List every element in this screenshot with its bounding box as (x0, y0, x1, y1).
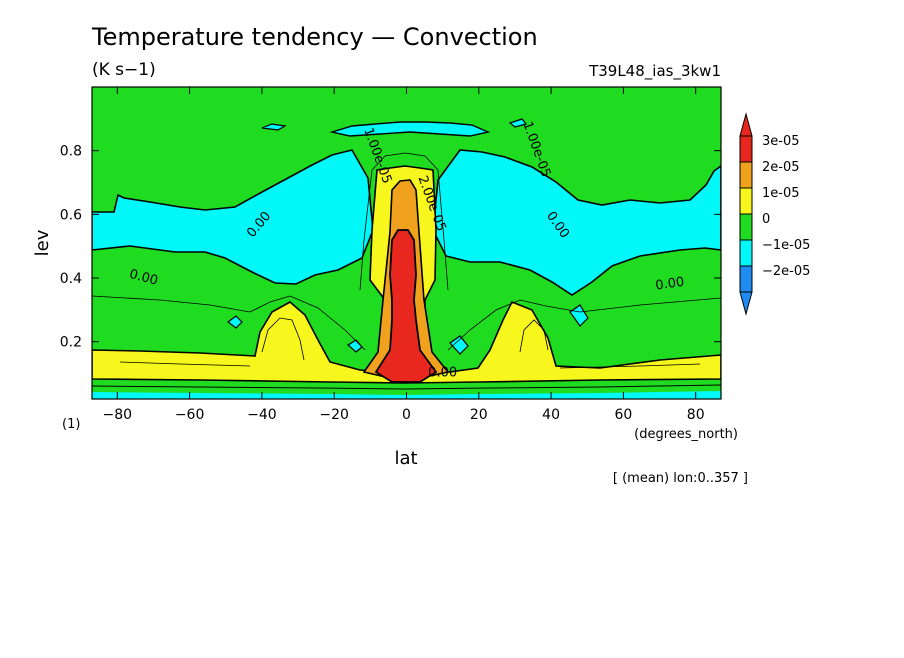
colorbar-label: 0 (762, 212, 770, 227)
chart-title: Temperature tendency — Convection (91, 23, 538, 51)
colorbar-swatch (739, 239, 753, 267)
negative-band-south (92, 149, 374, 285)
y-tick-label: 0.4 (60, 271, 82, 287)
x-axis-label: lat (394, 448, 417, 469)
x-tick-label: −40 (247, 407, 277, 423)
contour-label: 0.00 (428, 366, 457, 381)
x-tick-label: 80 (687, 407, 705, 423)
contour-line-north-core (519, 319, 549, 353)
negative-spot-1 (227, 315, 243, 329)
contour-line-yellow-inner (119, 361, 701, 369)
y-axis-ticks: 0.2 0.4 0.6 0.8 (60, 144, 721, 351)
y-axis-label: lev (32, 229, 53, 256)
y-axis-units: (1) (62, 417, 80, 432)
band-3e-05 (374, 229, 438, 383)
x-axis-units: (degrees_north) (634, 427, 738, 442)
colorbar-swatch (739, 161, 753, 189)
y-tick-label: 0.2 (60, 335, 82, 351)
x-tick-label: −60 (175, 407, 205, 423)
x-axis-ticks: −80 −60 −40 −20 0 20 40 60 80 (103, 87, 705, 423)
x-tick-label: 0 (402, 407, 411, 423)
x-tick-label: 40 (542, 407, 560, 423)
colorbar-swatch (739, 187, 753, 215)
contour-line-south-core (261, 317, 305, 361)
x-tick-label: −80 (103, 407, 133, 423)
colorbar-label: −2e-05 (762, 264, 810, 279)
contour-line-bottom (92, 384, 721, 390)
negative-spot-3 (449, 335, 469, 355)
negative-patch-top-right (508, 118, 528, 128)
colorbar-label: 2e-05 (762, 160, 800, 175)
negative-patch-top-left (261, 123, 287, 131)
plot-area (92, 87, 721, 399)
x-tick-label: 20 (470, 407, 488, 423)
y-tick-label: 0.6 (60, 207, 82, 223)
contour-label: 0.00 (655, 275, 686, 294)
x-tick-label: −20 (319, 407, 349, 423)
colorbar-label: 1e-05 (762, 186, 800, 201)
colorbar-swatch (739, 135, 753, 163)
contour-label: 0.00 (128, 267, 160, 289)
contour-line-lower-green (92, 295, 721, 351)
colorbar-label: −1e-05 (762, 238, 810, 253)
experiment-label: T39L48_ias_3kw1 (588, 62, 721, 81)
y-tick-label: 0.8 (60, 144, 82, 160)
mean-note: [ (mean) lon:0..357 ] (613, 471, 748, 486)
colorbar-arrow-bottom (739, 291, 753, 316)
negative-patch-top (329, 121, 491, 137)
chart-units: (K s−1) (92, 60, 156, 80)
colorbar-swatch (739, 213, 753, 241)
x-tick-label: 60 (614, 407, 632, 423)
colorbar-swatch (739, 265, 753, 293)
negative-spot-4 (569, 304, 589, 327)
colorbar: 3e-05 2e-05 1e-05 0 −1e-05 −2e-05 (739, 112, 810, 316)
colorbar-arrow-top (739, 112, 753, 137)
contour-line-outer-tower (359, 152, 449, 291)
colorbar-label: 3e-05 (762, 134, 800, 149)
